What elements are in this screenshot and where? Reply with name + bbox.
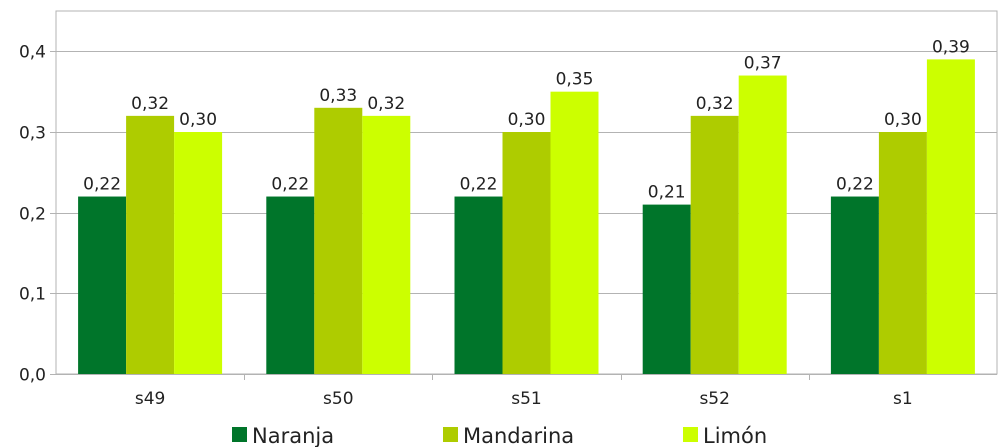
bar-mandarina-s49 (126, 115, 175, 374)
bar-value-label: 0,22 (460, 175, 498, 195)
bar-mandarina-s50 (314, 107, 363, 375)
legend-label: Limón (703, 424, 767, 447)
bar-limn-s51 (550, 91, 599, 375)
bar-value-label: 0,33 (319, 86, 357, 106)
bar-mandarina-s52 (690, 115, 739, 374)
bar-value-label: 0,32 (367, 94, 405, 114)
x-tick-label: s50 (323, 389, 354, 409)
bars (78, 59, 975, 375)
bar-value-label: 0,35 (556, 70, 594, 90)
bar-value-label: 0,30 (884, 110, 922, 130)
legend: Naranja Mandarina Limón (232, 424, 767, 447)
bar-value-label: 0,37 (744, 54, 782, 74)
bar-mandarina-s51 (502, 132, 551, 374)
bar-naranja-s1 (830, 196, 879, 374)
bar-mandarina-s1 (878, 132, 927, 374)
bar-naranja-s49 (78, 196, 127, 374)
bar-value-label: 0,39 (932, 37, 970, 57)
bar-value-label: 0,32 (131, 94, 169, 114)
y-tick-label: 0,4 (19, 43, 46, 63)
y-tick-label: 0,3 (19, 124, 46, 144)
legend-swatch (443, 427, 458, 442)
bar-limn-s1 (926, 59, 975, 375)
bar-naranja-s52 (642, 204, 691, 374)
bar-value-label: 0,22 (836, 175, 874, 195)
bar-value-label: 0,21 (648, 183, 686, 203)
legend-swatch (232, 427, 247, 442)
x-tick-label: s49 (135, 389, 166, 409)
legend-label: Mandarina (463, 424, 574, 447)
y-tick-label: 0,1 (19, 285, 46, 305)
bar-value-label: 0,30 (179, 110, 217, 130)
bar-value-label: 0,22 (271, 175, 309, 195)
bar-limn-s52 (738, 75, 787, 375)
y-tick-label: 0,2 (19, 205, 46, 225)
bar-value-label: 0,32 (696, 94, 734, 114)
bar-value-label: 0,22 (83, 175, 121, 195)
bar-limn-s49 (174, 132, 223, 374)
legend-label: Naranja (252, 424, 334, 447)
axes: 0,0 0,1 0,2 0,3 0,4 s49 s50 s51 s52 s1 (19, 43, 997, 409)
data-labels: 0,22 0,32 0,30 0,22 0,33 0,32 0,22 0,30 0,35 0,21… (83, 37, 970, 202)
y-tick-label: 0,0 (19, 366, 46, 386)
bar-naranja-s51 (454, 196, 503, 374)
x-tick-label: s1 (893, 389, 913, 409)
bar-limn-s50 (362, 115, 411, 374)
bar-naranja-s50 (266, 196, 315, 374)
x-tick-label: s51 (511, 389, 542, 409)
legend-swatch (683, 427, 698, 442)
x-tick-label: s52 (699, 389, 730, 409)
bar-value-label: 0,30 (508, 110, 546, 130)
